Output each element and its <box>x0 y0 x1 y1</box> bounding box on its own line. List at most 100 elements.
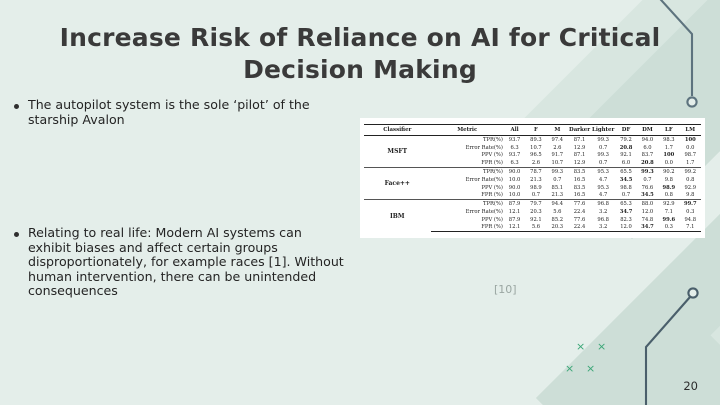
table-cell-value: 87.9 <box>508 216 521 223</box>
table-cell-value: 94.0 <box>641 136 654 143</box>
table-cell-value: 0.8 <box>686 176 695 183</box>
page-number: 20 <box>683 379 698 393</box>
x-mark-icon: × <box>586 362 596 375</box>
table-row: FPR (%) 6.3 2.6 10.7 12.9 0.7 6.0 20.8 0.0 1.7 <box>364 159 701 167</box>
table-cell-value: 22.4 <box>573 208 586 215</box>
table-cell-value: 95.3 <box>591 167 616 176</box>
table-cell-value: 5.6 <box>525 223 547 233</box>
table-cell-value: 21.3 <box>551 192 564 199</box>
table-cell-value: 0.0 <box>686 144 695 151</box>
bullet-text-2: Relating to real life: Modern AI systems… <box>28 225 344 299</box>
table-col-header-f: F <box>525 124 547 136</box>
classifier-metrics-table: Classifier Metric All F M Darker Lighter DF DM LF… <box>364 124 701 233</box>
table-row: PPV (%) 87.9 92.1 85.2 77.6 96.8 82.3 74.8 99.6 9… <box>364 216 701 224</box>
table-cell-value: 5.6 <box>553 208 562 215</box>
table-row: Error Rate(%) 12.1 20.3 5.6 22.4 3.2 34.7 12.0 7… <box>364 208 701 216</box>
table-col-header-metric: Metric <box>430 124 504 136</box>
table-cell-value: 12.1 <box>508 208 521 215</box>
table-row: Face++ TPR(%) 90.0 78.7 99.3 83.5 95.3 65.5 99.3… <box>364 167 701 200</box>
table-body: MSFT TPR(%) 93.7 89.3 97.4 87.1 99.3 79.2 94.0 98… <box>364 135 701 233</box>
table-cell-value: 98.7 <box>684 152 697 159</box>
table-cell-value: 98.8 <box>620 184 632 191</box>
table-row: MSFT TPR(%) 93.7 89.3 97.4 87.1 99.3 79.2 94.0 98… <box>364 135 701 155</box>
table-cell-value: 0.3 <box>658 223 680 233</box>
table-cell-value: 98.3 <box>663 136 675 143</box>
table-cell-value: 99.3 <box>597 136 609 143</box>
x-mark-icon: × <box>565 362 575 375</box>
table-cell-value: 6.3 <box>510 160 519 167</box>
table-cell-value: 92.9 <box>684 184 697 191</box>
table-cell-value: 4.7 <box>599 176 608 183</box>
table-cell-value: 0.7 <box>599 160 608 167</box>
table-cell-value: 0.7 <box>531 192 541 199</box>
table-cell-value: 0.7 <box>599 144 608 151</box>
x-mark-icon: × <box>597 340 607 353</box>
table-cell-value: 87.9 <box>503 199 526 209</box>
table-cell-metric: PPV (%) <box>481 184 503 191</box>
table-row: PPV (%) 90.0 98.9 85.1 83.5 95.3 98.8 76.6 98.9 9… <box>364 184 701 192</box>
table-header-row: Classifier Metric All F M Darker Lighter DF DM LF… <box>364 124 701 136</box>
table-cell-value: 0.3 <box>686 208 695 215</box>
table-cell-value: 9.8 <box>686 192 695 199</box>
table-cell-value: 95.3 <box>597 184 609 191</box>
table-cell-value: 12.1 <box>503 223 526 233</box>
table-cell-value: 12.9 <box>573 144 586 151</box>
table-cell-value: 77.6 <box>573 216 586 223</box>
bullet-item-2: Relating to real life: Modern AI systems… <box>14 225 344 299</box>
table-cell-value: 96.8 <box>597 216 609 223</box>
table-cell-value: 65.3 <box>615 199 637 209</box>
table-cell-value: 12.9 <box>573 160 586 167</box>
table-cell-value: 89.3 <box>530 136 542 143</box>
figure-citation: [10] <box>494 283 517 296</box>
connector-line-bottom-right <box>644 287 699 405</box>
table-cell-value: 2.6 <box>531 160 541 167</box>
table-cell-classifier: Face++ <box>364 167 431 200</box>
table-cell-value: 34.5 <box>641 192 654 199</box>
table-cell-metric: TPR(%) <box>430 167 504 176</box>
slide-title: Increase Risk of Reliance on AI for Crit… <box>59 23 661 84</box>
table-cell-value: 93.7 <box>508 136 521 143</box>
table-cell-value: 92.9 <box>658 199 680 209</box>
table-cell-value: 20.8 <box>619 144 633 151</box>
table-cell-value: 34.7 <box>619 208 633 215</box>
table-cell-value: 22.4 <box>568 223 592 233</box>
table-cell-value: 99.3 <box>636 167 659 176</box>
table-col-header-df: DF <box>615 124 637 136</box>
table-cell-value: 99.6 <box>662 216 676 223</box>
table-cell-value: 98.9 <box>530 184 542 191</box>
table-cell-metric: TPR(%) <box>483 136 503 143</box>
table-col-header-all: All <box>503 124 526 136</box>
table-cell-value: 20.3 <box>530 208 542 215</box>
bullet-item-1: The autopilot system is the sole ‘pilot’… <box>14 97 344 127</box>
table-cell-value: 0.7 <box>643 176 652 183</box>
table-cell-value: 90.0 <box>503 167 526 176</box>
table-cell-value: 16.5 <box>573 176 586 183</box>
table-cell-value: 3.2 <box>599 208 608 215</box>
table-cell-value: 1.7 <box>686 160 695 167</box>
table-cell-value: 9.8 <box>664 176 673 183</box>
table-cell-value: 12.0 <box>615 223 637 233</box>
table-cell-value: 92.1 <box>530 216 542 223</box>
table-cell-value: 7.1 <box>664 208 673 215</box>
table-header: Classifier Metric All F M Darker Lighter DF DM LF… <box>364 124 701 136</box>
table-col-header-lm: LM <box>679 124 701 136</box>
table-cell-value: 6.3 <box>510 144 519 151</box>
table-row: FPR (%) 10.0 0.7 21.3 16.5 4.7 0.7 34.5 0.8 9.8 <box>364 191 701 199</box>
table-cell-metric: FPR (%) <box>430 223 504 233</box>
table-cell-value: 94.8 <box>684 216 697 223</box>
table-cell-value: 10.7 <box>530 144 542 151</box>
table-cell-value: 99.3 <box>597 152 609 159</box>
table-cell-value: 34.5 <box>619 176 633 183</box>
table-cell-value: 20.3 <box>546 223 569 233</box>
table-cell-metric: PPV (%) <box>481 216 503 223</box>
corner-stripe-bottom-right <box>710 151 720 367</box>
table-cell-classifier: IBM <box>364 199 431 232</box>
table-cell-metric: Error Rate(%) <box>465 176 503 183</box>
results-table-figure: Classifier Metric All F M Darker Lighter DF DM LF… <box>360 118 705 239</box>
table-cell-value: 92.1 <box>620 152 632 159</box>
table-cell-value: 87.1 <box>573 136 586 143</box>
table-cell-value: 7.1 <box>679 223 701 233</box>
table-cell-metric: Error Rate(%) <box>465 144 503 151</box>
table-cell-value: 98.9 <box>662 184 676 191</box>
table-col-header-dm: DM <box>636 124 659 136</box>
